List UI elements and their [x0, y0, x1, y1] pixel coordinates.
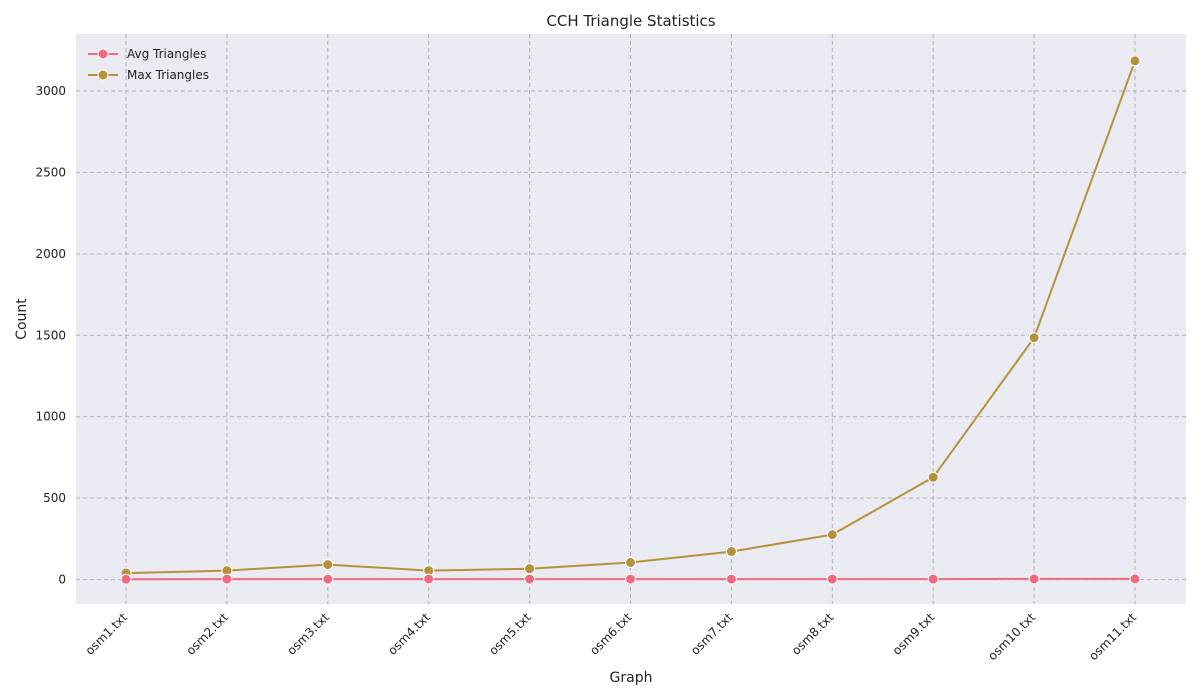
x-tick-label: osm6.txt	[587, 610, 635, 658]
x-tick-label: osm3.txt	[284, 610, 332, 658]
y-tick-label: 3000	[35, 84, 66, 98]
data-point	[524, 573, 536, 585]
data-point	[322, 559, 334, 571]
series-layer	[120, 55, 1141, 585]
legend: Avg Triangles Max Triangles	[88, 47, 209, 82]
y-axis-title: Count	[14, 298, 30, 340]
data-point	[221, 573, 233, 585]
data-point	[1129, 55, 1141, 67]
data-point	[927, 573, 939, 585]
legend-label: Max Triangles	[127, 68, 209, 82]
data-point	[1028, 332, 1040, 344]
data-point	[625, 556, 636, 568]
grid	[76, 34, 1186, 604]
y-tick-label: 1500	[35, 328, 66, 342]
data-point	[927, 471, 939, 483]
data-point	[322, 573, 334, 585]
data-point	[120, 573, 132, 585]
data-point	[1028, 573, 1040, 585]
x-tick-label: osm7.txt	[688, 610, 736, 658]
data-point	[826, 573, 838, 585]
y-tick-label: 500	[43, 491, 66, 505]
legend-marker	[97, 48, 109, 60]
x-tick-label: osm10.txt	[985, 610, 1038, 663]
x-axis-ticks: osm1.txt osm2.txt osm3.txt osm4.txt osm5.txt…	[83, 610, 1140, 663]
data-point	[826, 529, 838, 541]
data-point	[625, 573, 636, 585]
y-axis-ticks: 0 500 1000 1500 2000 2500 3000	[35, 84, 66, 587]
x-axis-title: Graph	[610, 670, 653, 686]
x-tick-label: osm5.txt	[486, 610, 534, 658]
x-tick-label: osm8.txt	[789, 610, 837, 658]
y-tick-label: 2500	[35, 165, 66, 179]
data-point	[725, 573, 737, 585]
y-tick-label: 1000	[35, 410, 66, 424]
data-point	[725, 546, 737, 558]
y-tick-label: 2000	[35, 247, 66, 261]
legend-marker	[97, 69, 109, 81]
x-tick-label: osm1.txt	[83, 610, 131, 658]
data-point	[524, 563, 536, 575]
data-point	[1129, 573, 1141, 585]
x-tick-label: osm2.txt	[183, 610, 231, 658]
y-tick-label: 0	[58, 573, 66, 587]
x-tick-label: osm4.txt	[385, 610, 433, 658]
x-tick-label: osm11.txt	[1086, 610, 1139, 663]
data-point	[423, 573, 435, 585]
chart-title: CCH Triangle Statistics	[546, 12, 715, 30]
legend-label: Avg Triangles	[127, 47, 206, 61]
x-tick-label: osm9.txt	[890, 610, 938, 658]
